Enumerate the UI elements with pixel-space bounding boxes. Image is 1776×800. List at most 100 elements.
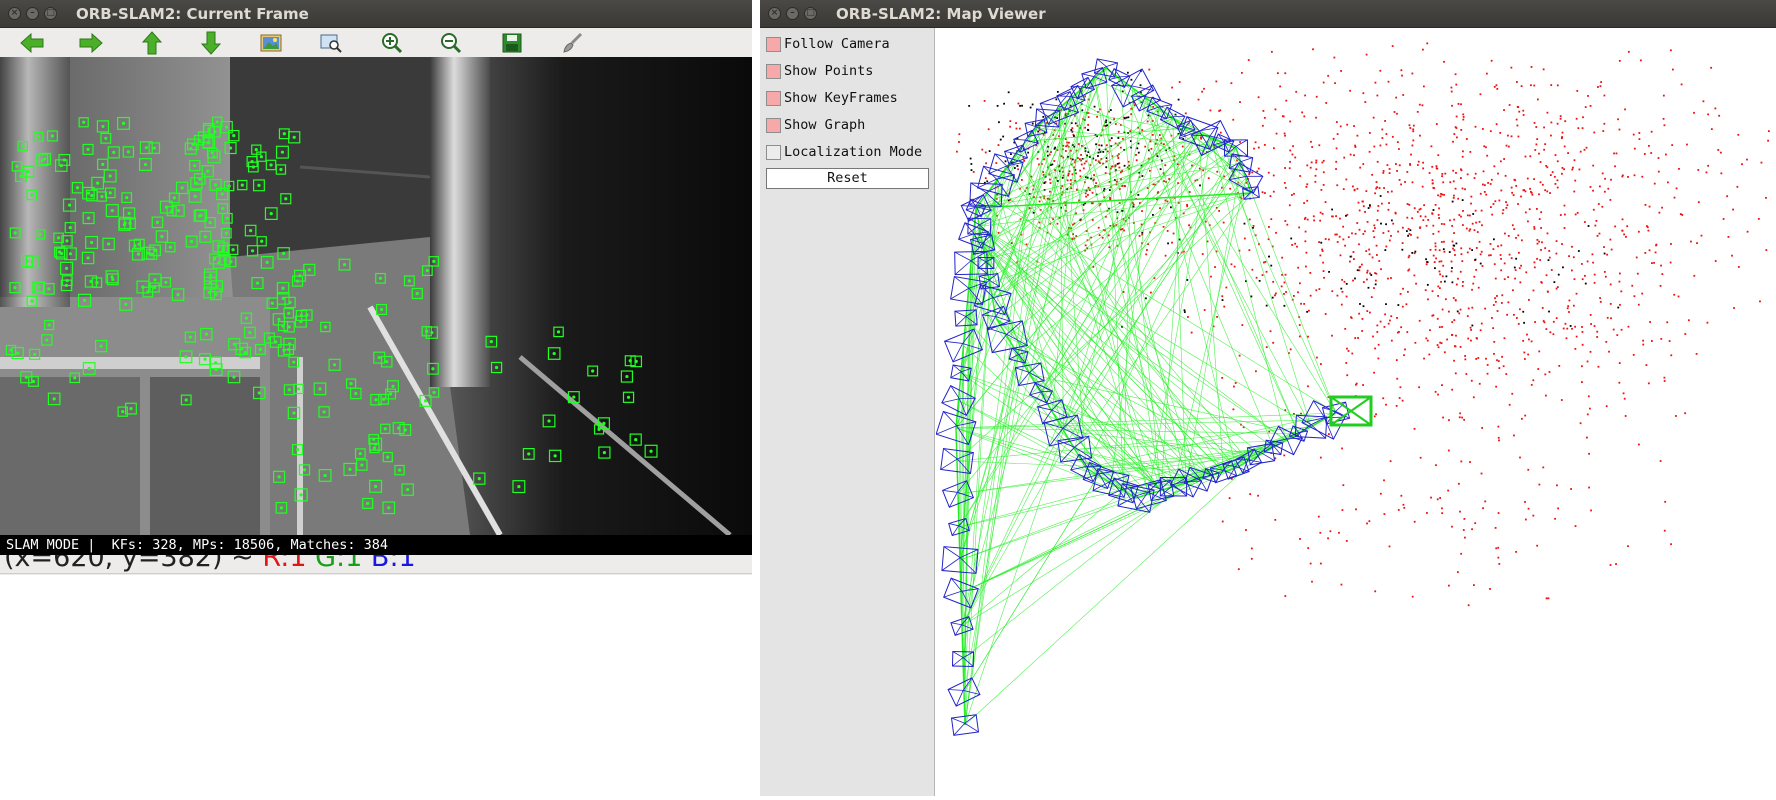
map-point [1596, 235, 1599, 237]
map-point [1597, 203, 1600, 205]
show-graph-checkbox[interactable] [766, 117, 781, 133]
map-point [1431, 179, 1434, 182]
arrow-left-icon[interactable] [17, 30, 47, 55]
map-point [1661, 206, 1663, 209]
map-point [1458, 312, 1461, 315]
keyframe-edge [1051, 399, 1063, 411]
graph-edge [1035, 127, 1149, 495]
map-point [1379, 492, 1382, 495]
map-point [1440, 223, 1443, 225]
close-icon[interactable]: × [768, 7, 781, 20]
map-point [1425, 224, 1428, 227]
feature-dot [193, 194, 197, 198]
map-point [1344, 327, 1347, 330]
map-point [1301, 111, 1304, 114]
current-frame-titlebar[interactable]: × – □ ORB-SLAM2: Current Frame [0, 0, 752, 28]
arrow-right-icon[interactable] [76, 30, 106, 55]
keyframe [978, 273, 1001, 290]
map-point [1677, 295, 1680, 298]
map-point [1352, 185, 1354, 188]
image-icon[interactable] [256, 30, 286, 55]
map-point [1292, 295, 1295, 297]
show-graph-option[interactable]: Show Graph [766, 114, 865, 136]
map-point [1705, 171, 1708, 174]
zoom-out-icon[interactable] [436, 30, 466, 55]
keyframe-edge [1298, 432, 1305, 442]
localization-mode-option[interactable]: Localization Mode [766, 141, 922, 163]
map-point [1216, 316, 1218, 318]
map-point [1451, 267, 1453, 269]
map-point [1471, 249, 1474, 251]
map-point [1518, 110, 1521, 113]
maximize-icon[interactable]: □ [44, 7, 57, 20]
map-point [1358, 228, 1361, 231]
keyframe-edge [954, 276, 970, 289]
feature-dot [152, 146, 156, 150]
keyframe-edge [1335, 411, 1350, 419]
map-point [1618, 128, 1621, 131]
follow-camera-option[interactable]: Follow Camera [766, 33, 890, 55]
keyframe [1082, 461, 1115, 490]
map-point [1400, 494, 1403, 497]
map-point [1476, 337, 1478, 340]
show-points-checkbox[interactable] [766, 63, 781, 79]
brush-icon[interactable] [557, 30, 587, 55]
map-canvas[interactable] [936, 28, 1776, 796]
map-point [1618, 381, 1621, 384]
map-point [1368, 248, 1371, 251]
map-point [1433, 187, 1436, 190]
map-point [1018, 127, 1021, 130]
map-point [1423, 357, 1425, 360]
follow-camera-checkbox[interactable] [766, 36, 781, 52]
map-point [1503, 262, 1506, 265]
arrow-up-icon[interactable] [137, 30, 167, 55]
keyframe-edge [988, 279, 1000, 287]
map-point [1461, 155, 1464, 158]
keyframe-frustum [1082, 461, 1115, 490]
map-point [1469, 326, 1472, 329]
map-point [1489, 254, 1492, 257]
minimize-icon[interactable]: – [26, 7, 39, 20]
graph-edge [1105, 67, 1124, 491]
show-points-option[interactable]: Show Points [766, 60, 873, 82]
maximize-icon[interactable]: □ [804, 7, 817, 20]
map-point [1436, 498, 1439, 501]
map-point [995, 162, 998, 164]
map-point [1523, 358, 1526, 360]
map-point [1145, 297, 1147, 300]
map-point [1485, 146, 1487, 149]
map-point [1313, 219, 1315, 222]
map-point [1073, 135, 1075, 137]
keyframe-edge [970, 251, 988, 262]
map-viewer-titlebar[interactable]: × – □ ORB-SLAM2: Map Viewer [760, 0, 1776, 28]
map-point [1078, 158, 1081, 161]
feature-box [380, 355, 393, 368]
map-point [1117, 137, 1120, 139]
show-keyframes-option[interactable]: Show KeyFrames [766, 87, 898, 109]
map-point [1418, 319, 1421, 322]
zoom-rect-icon[interactable] [316, 30, 346, 55]
arrow-down-icon[interactable] [196, 30, 226, 55]
localization-mode-checkbox[interactable] [766, 144, 781, 160]
feature-dot [47, 287, 51, 291]
map-point [1492, 327, 1495, 330]
save-icon[interactable] [497, 30, 527, 55]
feature-box [104, 187, 116, 199]
reset-button[interactable]: Reset [766, 168, 929, 189]
map-point [1411, 217, 1414, 220]
map-point [1426, 512, 1428, 514]
zoom-in-icon[interactable] [377, 30, 407, 55]
map-point [1364, 230, 1366, 233]
map-point [1563, 204, 1566, 207]
current-frame-image[interactable] [0, 57, 752, 535]
minimize-icon[interactable]: – [786, 7, 799, 20]
map-point [1406, 203, 1409, 205]
feature-dot [188, 335, 192, 339]
map-point [1223, 305, 1226, 308]
close-icon[interactable]: × [8, 7, 21, 20]
keyframe-frustum [936, 410, 977, 446]
map-point [1315, 168, 1318, 171]
show-keyframes-checkbox[interactable] [766, 90, 781, 106]
map-point [1322, 261, 1324, 264]
map-point [1087, 151, 1090, 154]
